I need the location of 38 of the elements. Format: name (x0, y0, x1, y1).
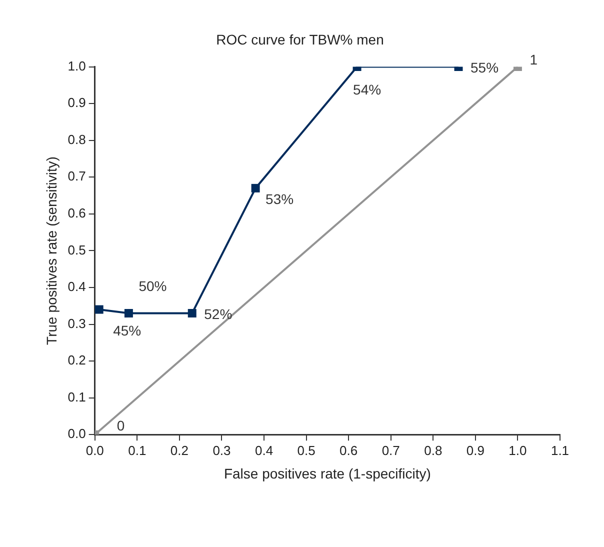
x-tick-label: 0.3 (212, 442, 231, 458)
x-tick-label: 1.0 (508, 442, 527, 458)
y-tick-label: 0.4 (68, 279, 86, 294)
point (124, 308, 133, 318)
point (188, 308, 196, 318)
x-tick-label: 1.1 (550, 442, 570, 458)
point (251, 184, 260, 192)
y-tick-label: 1.0 (68, 58, 86, 74)
x-tick-label: 0.2 (170, 442, 188, 458)
y-tick-label: 0.2 (68, 352, 86, 368)
annotation: 52% (204, 306, 232, 322)
annotation: 0 (116, 417, 125, 434)
annotation: 55% (470, 60, 499, 76)
y-axis-title: True positives rate (sensitivity) (43, 156, 60, 345)
x-tick-label: 0.7 (382, 442, 400, 458)
y-tick-label: 0.6 (68, 206, 86, 220)
x-tick-label: 0.8 (424, 442, 442, 458)
annotation: 1 (530, 52, 538, 68)
annotation: 53% (266, 191, 294, 208)
point (94, 305, 104, 314)
annotation: 54% (353, 82, 382, 98)
y-tick-label: 0.3 (68, 316, 86, 331)
x-axis-title: False positives rate (1-specificity) (224, 465, 431, 482)
x-tick-label: 0.9 (466, 442, 484, 458)
x-tick-label: 0.6 (340, 442, 358, 458)
y-tick-label: 0.0 (68, 426, 86, 442)
annotation: 45% (113, 322, 142, 338)
x-tick-label: 0.1 (128, 442, 146, 458)
y-tick-label: 0.5 (68, 242, 86, 258)
annotation: 50% (138, 278, 167, 294)
y-tick-label: 0.9 (68, 95, 86, 110)
y-tick-label: 0.8 (68, 132, 86, 147)
x-tick-label: 0.4 (254, 442, 274, 458)
y-tick-label: 0.1 (68, 389, 86, 404)
y-tick-label: 0.7 (68, 168, 86, 184)
x-tick-label: 0.5 (297, 442, 316, 458)
chart-title: ROC curve for TBW% men (216, 31, 384, 48)
x-tick-label: 0.0 (86, 442, 104, 458)
